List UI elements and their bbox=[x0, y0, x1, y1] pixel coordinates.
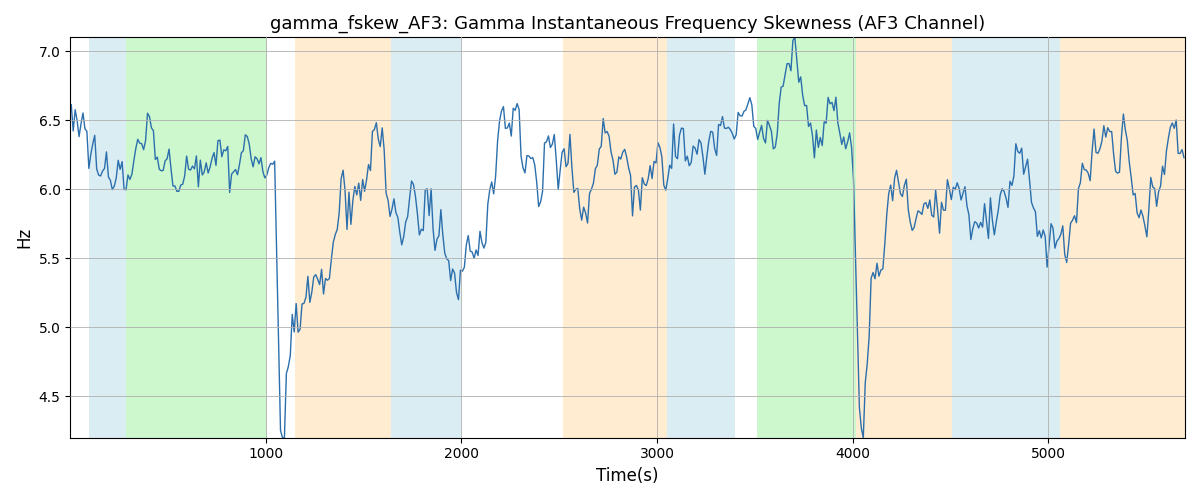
X-axis label: Time(s): Time(s) bbox=[596, 467, 659, 485]
Y-axis label: Hz: Hz bbox=[16, 227, 34, 248]
Bar bbox=[857, 38, 953, 438]
Bar bbox=[89, 38, 126, 438]
Bar bbox=[295, 38, 391, 438]
Bar bbox=[1060, 38, 1184, 438]
Bar bbox=[953, 38, 1060, 438]
Bar bbox=[563, 38, 667, 438]
Title: gamma_fskew_AF3: Gamma Instantaneous Frequency Skewness (AF3 Channel): gamma_fskew_AF3: Gamma Instantaneous Fre… bbox=[270, 15, 985, 34]
Bar bbox=[391, 38, 462, 438]
Bar bbox=[667, 38, 736, 438]
Bar bbox=[126, 38, 266, 438]
Bar bbox=[757, 38, 857, 438]
